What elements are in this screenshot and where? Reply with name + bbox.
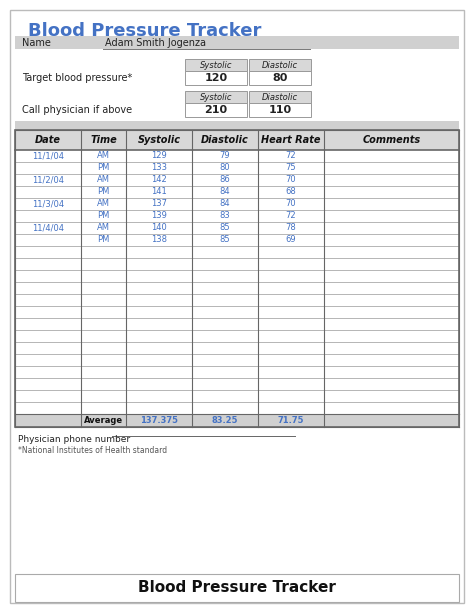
Text: 129: 129: [151, 151, 167, 161]
Text: Call physician if above: Call physician if above: [22, 105, 132, 115]
Bar: [249, 59, 311, 71]
Text: 69: 69: [285, 235, 296, 245]
Text: AM: AM: [97, 175, 110, 185]
Text: Blood Pressure Tracker: Blood Pressure Tracker: [138, 581, 336, 595]
Text: 137.375: 137.375: [140, 416, 178, 425]
Text: Systolic: Systolic: [200, 61, 232, 69]
Text: 11/1/04: 11/1/04: [32, 151, 64, 161]
Text: 75: 75: [285, 164, 296, 172]
Text: 84: 84: [220, 199, 230, 208]
Bar: [15, 390, 459, 402]
Bar: [15, 354, 459, 366]
Bar: [15, 306, 459, 318]
Text: Systolic: Systolic: [200, 93, 232, 102]
Text: Time: Time: [90, 135, 117, 145]
Text: Diastolic: Diastolic: [201, 135, 249, 145]
Text: 11/2/04: 11/2/04: [32, 175, 64, 185]
Text: AM: AM: [97, 151, 110, 161]
Bar: [15, 294, 459, 306]
Text: 142: 142: [151, 175, 167, 185]
Text: 83: 83: [219, 211, 230, 221]
Text: 11/4/04: 11/4/04: [32, 224, 64, 232]
Text: 79: 79: [220, 151, 230, 161]
Bar: [15, 330, 459, 342]
Text: 83.25: 83.25: [212, 416, 238, 425]
Bar: [15, 198, 459, 210]
Bar: [15, 318, 459, 330]
Bar: [15, 414, 459, 427]
Text: 80: 80: [220, 164, 230, 172]
Text: 133: 133: [151, 164, 167, 172]
Bar: [185, 103, 247, 117]
Text: 11/3/04: 11/3/04: [32, 199, 64, 208]
Text: 70: 70: [285, 199, 296, 208]
Text: Diastolic: Diastolic: [262, 93, 298, 102]
Text: Diastolic: Diastolic: [262, 61, 298, 69]
Text: Systolic: Systolic: [138, 135, 181, 145]
Bar: [15, 246, 459, 258]
Text: 210: 210: [204, 105, 228, 115]
Text: *National Institutes of Health standard: *National Institutes of Health standard: [18, 446, 167, 455]
Bar: [15, 270, 459, 282]
Text: 110: 110: [268, 105, 292, 115]
Bar: [15, 130, 459, 150]
Bar: [15, 378, 459, 390]
Bar: [15, 186, 459, 198]
Text: 70: 70: [285, 175, 296, 185]
Bar: [249, 103, 311, 117]
Text: 78: 78: [285, 224, 296, 232]
Text: 139: 139: [151, 211, 167, 221]
Bar: [15, 366, 459, 378]
Text: Comments: Comments: [362, 135, 420, 145]
Bar: [15, 210, 459, 222]
Bar: [15, 258, 459, 270]
Bar: [15, 402, 459, 414]
Text: 68: 68: [285, 188, 296, 197]
Bar: [15, 174, 459, 186]
Text: PM: PM: [97, 164, 110, 172]
Text: Average: Average: [84, 416, 123, 425]
Bar: [15, 162, 459, 174]
Bar: [15, 282, 459, 294]
Text: 138: 138: [151, 235, 167, 245]
Text: AM: AM: [97, 224, 110, 232]
Text: 120: 120: [204, 73, 228, 83]
Bar: [185, 59, 247, 71]
Bar: [15, 574, 459, 602]
Text: 85: 85: [220, 224, 230, 232]
Text: Name: Name: [22, 37, 51, 47]
Text: PM: PM: [97, 211, 110, 221]
Text: Adam Smith Jogenza: Adam Smith Jogenza: [105, 37, 206, 47]
Text: 137: 137: [151, 199, 167, 208]
Bar: [15, 150, 459, 162]
Bar: [249, 71, 311, 85]
Bar: [185, 71, 247, 85]
Bar: [15, 342, 459, 354]
Text: 140: 140: [151, 224, 167, 232]
Text: PM: PM: [97, 188, 110, 197]
Text: 84: 84: [220, 188, 230, 197]
Text: AM: AM: [97, 199, 110, 208]
Bar: [185, 91, 247, 103]
Text: 72: 72: [285, 151, 296, 161]
Bar: [15, 222, 459, 234]
Text: PM: PM: [97, 235, 110, 245]
Bar: [15, 36, 459, 49]
Text: Heart Rate: Heart Rate: [261, 135, 320, 145]
Text: Physician phone number: Physician phone number: [18, 435, 130, 444]
Bar: [15, 121, 459, 130]
Bar: [15, 234, 459, 246]
Text: 80: 80: [272, 73, 288, 83]
Text: Target blood pressure*: Target blood pressure*: [22, 73, 132, 83]
Bar: [15, 130, 459, 427]
Text: Blood Pressure Tracker: Blood Pressure Tracker: [28, 22, 261, 40]
Text: 85: 85: [220, 235, 230, 245]
Text: 86: 86: [219, 175, 230, 185]
Bar: [249, 91, 311, 103]
Text: Date: Date: [35, 135, 61, 145]
Text: 141: 141: [151, 188, 167, 197]
Text: 72: 72: [285, 211, 296, 221]
Text: 71.75: 71.75: [277, 416, 304, 425]
